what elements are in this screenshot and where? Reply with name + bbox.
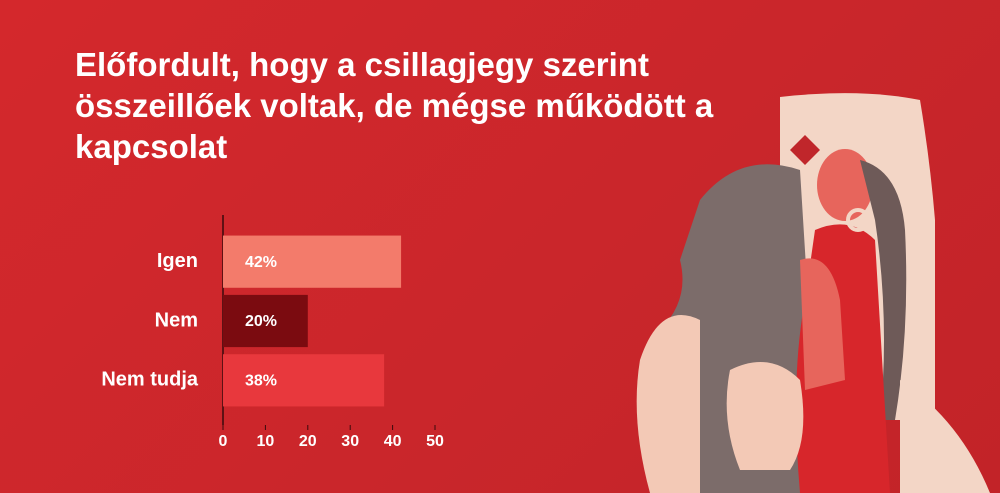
leaf — [636, 315, 700, 493]
vase — [726, 362, 804, 470]
bar — [223, 294, 308, 348]
x-tick-label: 0 — [219, 433, 228, 450]
chart-title: Előfordult, hogy a csillagjegy szerint ö… — [75, 46, 714, 165]
arm — [800, 258, 845, 390]
bar — [223, 354, 385, 407]
y-tick-label: Nem tudja — [101, 369, 199, 391]
diamond — [790, 135, 820, 165]
y-tick-label: Igen — [157, 250, 198, 272]
value-label: 38% — [245, 373, 277, 390]
value-label: 20% — [245, 313, 277, 330]
x-tick-label: 10 — [257, 433, 275, 450]
face — [817, 149, 873, 221]
y-tick-label: Nem — [155, 309, 198, 331]
braid — [860, 160, 907, 420]
value-label: 42% — [245, 254, 277, 271]
x-tick-label: 20 — [299, 433, 317, 450]
bar — [223, 235, 402, 288]
earring — [846, 208, 870, 232]
x-tick-label: 40 — [384, 433, 402, 450]
x-tick-label: 50 — [426, 433, 444, 450]
fabric — [900, 380, 990, 493]
x-tick-label: 30 — [341, 433, 359, 450]
